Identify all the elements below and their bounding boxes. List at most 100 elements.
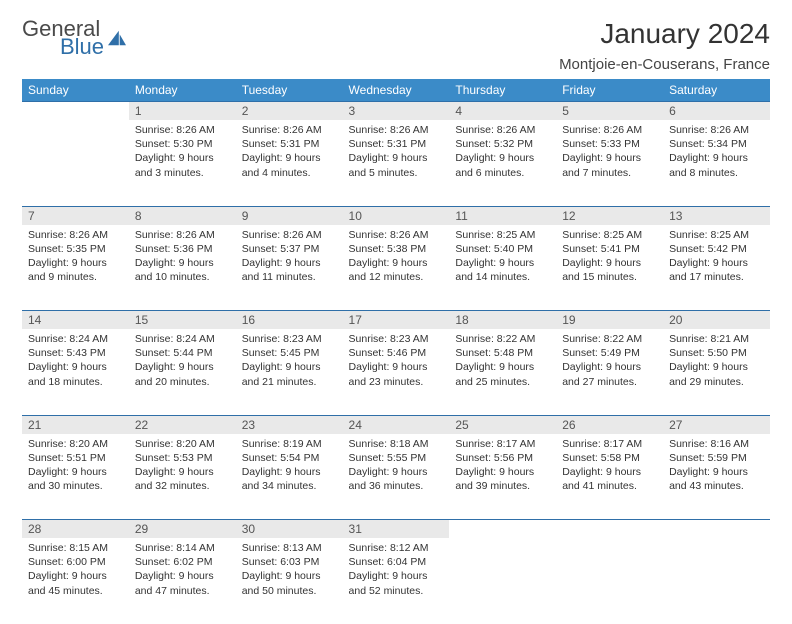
day-number-cell: 29 (129, 520, 236, 539)
sunset-text: Sunset: 6:03 PM (242, 555, 337, 569)
daylight-text-line1: Daylight: 9 hours (28, 360, 123, 374)
daylight-text-line1: Daylight: 9 hours (669, 256, 764, 270)
sunrise-text: Sunrise: 8:14 AM (135, 541, 230, 555)
day-number-cell (556, 520, 663, 539)
daylight-text-line2: and 8 minutes. (669, 166, 764, 180)
day-content-cell: Sunrise: 8:25 AMSunset: 5:40 PMDaylight:… (449, 225, 556, 311)
day-number-cell: 16 (236, 311, 343, 330)
sunset-text: Sunset: 6:02 PM (135, 555, 230, 569)
day-content-cell: Sunrise: 8:26 AMSunset: 5:31 PMDaylight:… (236, 120, 343, 206)
day-content-row: Sunrise: 8:24 AMSunset: 5:43 PMDaylight:… (22, 329, 770, 415)
day-number-cell: 19 (556, 311, 663, 330)
day-number-row: 21222324252627 (22, 415, 770, 434)
daylight-text-line1: Daylight: 9 hours (562, 360, 657, 374)
sunrise-text: Sunrise: 8:26 AM (135, 123, 230, 137)
day-number-cell: 14 (22, 311, 129, 330)
sunset-text: Sunset: 5:31 PM (349, 137, 444, 151)
daylight-text-line2: and 27 minutes. (562, 375, 657, 389)
daylight-text-line2: and 5 minutes. (349, 166, 444, 180)
daylight-text-line2: and 36 minutes. (349, 479, 444, 493)
day-number-cell (22, 102, 129, 121)
sunrise-text: Sunrise: 8:26 AM (669, 123, 764, 137)
daylight-text-line2: and 43 minutes. (669, 479, 764, 493)
sunrise-text: Sunrise: 8:26 AM (349, 228, 444, 242)
daylight-text-line2: and 52 minutes. (349, 584, 444, 598)
daylight-text-line1: Daylight: 9 hours (242, 360, 337, 374)
daylight-text-line2: and 47 minutes. (135, 584, 230, 598)
sunrise-text: Sunrise: 8:26 AM (135, 228, 230, 242)
day-number-cell: 5 (556, 102, 663, 121)
sunrise-text: Sunrise: 8:21 AM (669, 332, 764, 346)
day-number-cell: 21 (22, 415, 129, 434)
day-content-cell: Sunrise: 8:19 AMSunset: 5:54 PMDaylight:… (236, 434, 343, 520)
day-number-cell: 30 (236, 520, 343, 539)
daylight-text-line2: and 30 minutes. (28, 479, 123, 493)
daylight-text-line1: Daylight: 9 hours (455, 256, 550, 270)
sunrise-text: Sunrise: 8:24 AM (28, 332, 123, 346)
day-number-cell: 3 (343, 102, 450, 121)
day-content-cell: Sunrise: 8:26 AMSunset: 5:34 PMDaylight:… (663, 120, 770, 206)
daylight-text-line2: and 6 minutes. (455, 166, 550, 180)
daylight-text-line1: Daylight: 9 hours (349, 465, 444, 479)
daylight-text-line2: and 4 minutes. (242, 166, 337, 180)
sunrise-text: Sunrise: 8:25 AM (669, 228, 764, 242)
day-number-row: 14151617181920 (22, 311, 770, 330)
sunset-text: Sunset: 5:37 PM (242, 242, 337, 256)
day-content-cell: Sunrise: 8:18 AMSunset: 5:55 PMDaylight:… (343, 434, 450, 520)
daylight-text-line1: Daylight: 9 hours (562, 256, 657, 270)
sunset-text: Sunset: 5:55 PM (349, 451, 444, 465)
sunset-text: Sunset: 5:44 PM (135, 346, 230, 360)
day-number-row: 28293031 (22, 520, 770, 539)
sunset-text: Sunset: 5:43 PM (28, 346, 123, 360)
sunrise-text: Sunrise: 8:23 AM (242, 332, 337, 346)
sunrise-text: Sunrise: 8:26 AM (562, 123, 657, 137)
day-number-cell: 11 (449, 206, 556, 225)
day-number-cell: 17 (343, 311, 450, 330)
sunset-text: Sunset: 6:00 PM (28, 555, 123, 569)
sunrise-text: Sunrise: 8:23 AM (349, 332, 444, 346)
day-content-cell: Sunrise: 8:26 AMSunset: 5:32 PMDaylight:… (449, 120, 556, 206)
daylight-text-line2: and 7 minutes. (562, 166, 657, 180)
location-subtitle: Montjoie-en-Couserans, France (559, 56, 770, 73)
day-number-cell: 27 (663, 415, 770, 434)
day-number-cell: 18 (449, 311, 556, 330)
weekday-header: Sunday (22, 79, 129, 102)
day-content-cell: Sunrise: 8:23 AMSunset: 5:46 PMDaylight:… (343, 329, 450, 415)
sunset-text: Sunset: 5:51 PM (28, 451, 123, 465)
sunrise-text: Sunrise: 8:19 AM (242, 437, 337, 451)
daylight-text-line1: Daylight: 9 hours (135, 256, 230, 270)
daylight-text-line2: and 29 minutes. (669, 375, 764, 389)
day-content-cell: Sunrise: 8:20 AMSunset: 5:53 PMDaylight:… (129, 434, 236, 520)
daylight-text-line1: Daylight: 9 hours (28, 256, 123, 270)
day-content-cell: Sunrise: 8:26 AMSunset: 5:38 PMDaylight:… (343, 225, 450, 311)
daylight-text-line2: and 14 minutes. (455, 270, 550, 284)
day-number-row: 78910111213 (22, 206, 770, 225)
month-title: January 2024 (559, 18, 770, 50)
sunset-text: Sunset: 6:04 PM (349, 555, 444, 569)
daylight-text-line2: and 45 minutes. (28, 584, 123, 598)
day-content-cell: Sunrise: 8:12 AMSunset: 6:04 PMDaylight:… (343, 538, 450, 624)
sunrise-text: Sunrise: 8:26 AM (349, 123, 444, 137)
daylight-text-line2: and 23 minutes. (349, 375, 444, 389)
daylight-text-line1: Daylight: 9 hours (135, 465, 230, 479)
sunrise-text: Sunrise: 8:26 AM (455, 123, 550, 137)
day-number-cell: 22 (129, 415, 236, 434)
daylight-text-line2: and 15 minutes. (562, 270, 657, 284)
weekday-header: Friday (556, 79, 663, 102)
brand-logo: General Blue (22, 18, 128, 58)
daylight-text-line2: and 25 minutes. (455, 375, 550, 389)
sunrise-text: Sunrise: 8:20 AM (28, 437, 123, 451)
sunrise-text: Sunrise: 8:16 AM (669, 437, 764, 451)
day-content-cell: Sunrise: 8:13 AMSunset: 6:03 PMDaylight:… (236, 538, 343, 624)
day-content-cell: Sunrise: 8:16 AMSunset: 5:59 PMDaylight:… (663, 434, 770, 520)
day-content-cell: Sunrise: 8:26 AMSunset: 5:37 PMDaylight:… (236, 225, 343, 311)
day-content-cell: Sunrise: 8:24 AMSunset: 5:43 PMDaylight:… (22, 329, 129, 415)
sunrise-text: Sunrise: 8:26 AM (242, 228, 337, 242)
day-number-cell: 28 (22, 520, 129, 539)
weekday-header: Saturday (663, 79, 770, 102)
weekday-header: Tuesday (236, 79, 343, 102)
daylight-text-line2: and 9 minutes. (28, 270, 123, 284)
daylight-text-line1: Daylight: 9 hours (455, 151, 550, 165)
sunrise-text: Sunrise: 8:17 AM (455, 437, 550, 451)
sunset-text: Sunset: 5:46 PM (349, 346, 444, 360)
